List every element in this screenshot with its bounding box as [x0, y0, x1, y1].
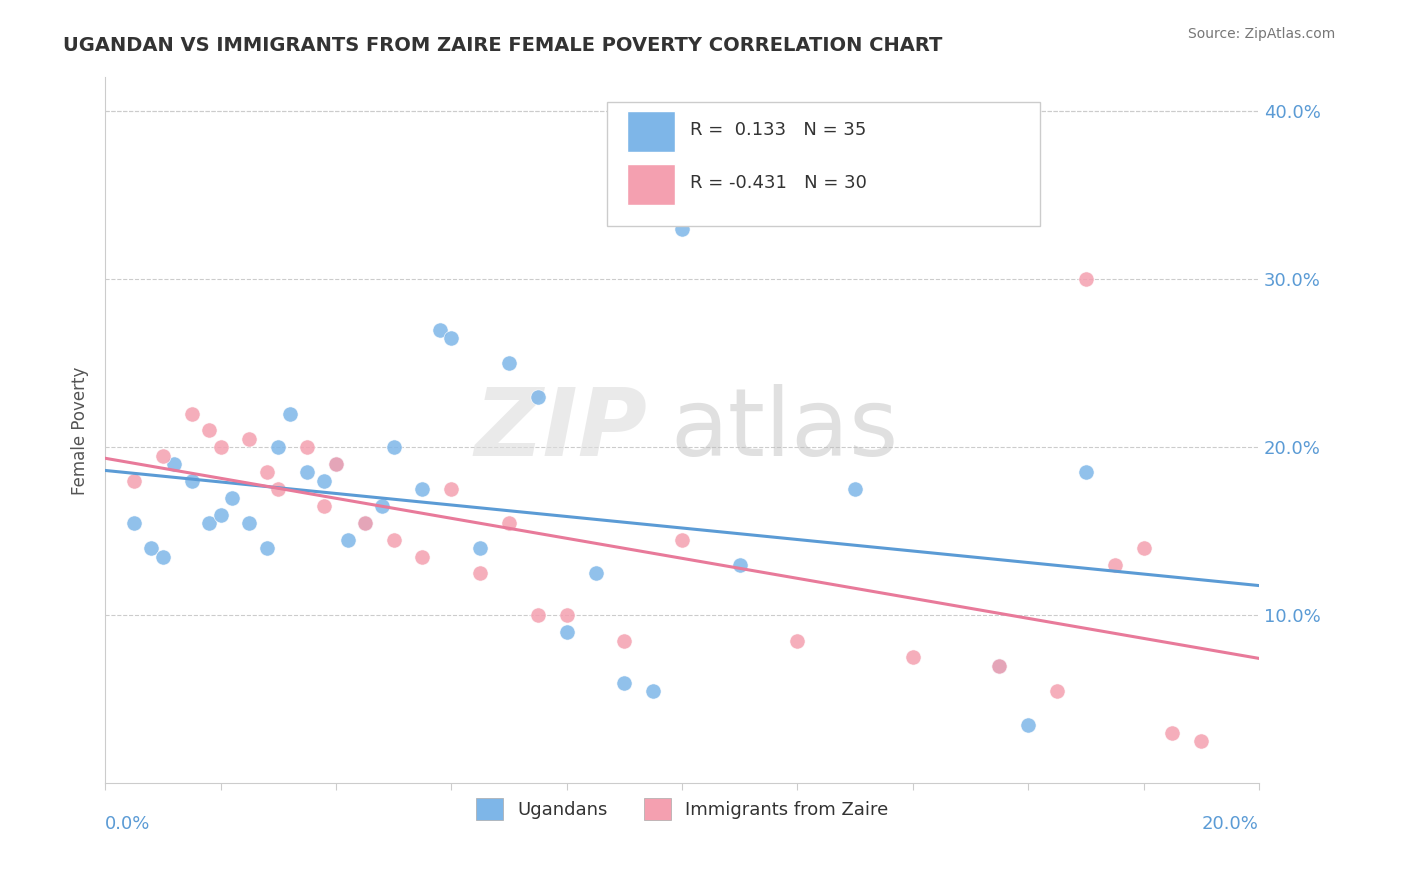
Point: [585, 566, 607, 581]
Point: [152, 449, 174, 463]
Text: R =  0.133   N = 35: R = 0.133 N = 35: [690, 121, 866, 139]
Point: [278, 407, 301, 421]
Point: [470, 541, 492, 556]
Point: [470, 566, 492, 581]
Text: UGANDAN VS IMMIGRANTS FROM ZAIRE FEMALE POVERTY CORRELATION CHART: UGANDAN VS IMMIGRANTS FROM ZAIRE FEMALE …: [63, 36, 942, 54]
Point: [498, 516, 520, 530]
Point: [786, 633, 808, 648]
Point: [988, 658, 1011, 673]
Point: [728, 558, 751, 572]
Point: [671, 221, 693, 235]
Point: [152, 549, 174, 564]
Point: [411, 483, 433, 497]
Point: [209, 508, 232, 522]
Point: [295, 466, 318, 480]
Text: 0.0%: 0.0%: [105, 815, 150, 833]
Point: [295, 440, 318, 454]
Point: [1132, 541, 1154, 556]
Point: [163, 457, 186, 471]
Legend: Ugandans, Immigrants from Zaire: Ugandans, Immigrants from Zaire: [468, 791, 896, 828]
Point: [555, 608, 578, 623]
Point: [1161, 726, 1184, 740]
Point: [613, 633, 636, 648]
Point: [314, 474, 336, 488]
Point: [122, 474, 145, 488]
Point: [1017, 717, 1039, 731]
Point: [527, 390, 550, 404]
Point: [256, 466, 278, 480]
Point: [314, 499, 336, 513]
Point: [411, 549, 433, 564]
Point: [198, 516, 221, 530]
Point: [256, 541, 278, 556]
Point: [180, 474, 202, 488]
FancyBboxPatch shape: [607, 103, 1040, 226]
Point: [440, 483, 463, 497]
Point: [267, 440, 290, 454]
FancyBboxPatch shape: [627, 163, 675, 204]
Point: [643, 684, 665, 698]
Point: [122, 516, 145, 530]
Point: [382, 440, 405, 454]
Point: [238, 516, 260, 530]
Point: [1074, 272, 1097, 286]
Point: [440, 331, 463, 345]
Point: [498, 356, 520, 370]
Point: [325, 457, 347, 471]
Point: [267, 483, 290, 497]
Point: [844, 483, 866, 497]
Point: [613, 675, 636, 690]
Point: [555, 625, 578, 640]
Point: [1046, 684, 1069, 698]
Point: [382, 533, 405, 547]
Point: [238, 432, 260, 446]
Text: atlas: atlas: [671, 384, 898, 476]
Point: [1104, 558, 1126, 572]
Point: [1189, 734, 1212, 748]
Point: [901, 650, 924, 665]
Point: [429, 323, 451, 337]
Point: [353, 516, 375, 530]
Text: Source: ZipAtlas.com: Source: ZipAtlas.com: [1188, 27, 1336, 41]
Point: [336, 533, 359, 547]
Point: [325, 457, 347, 471]
Point: [198, 424, 221, 438]
Point: [1074, 466, 1097, 480]
Text: ZIP: ZIP: [475, 384, 648, 476]
Text: 20.0%: 20.0%: [1202, 815, 1258, 833]
Point: [371, 499, 394, 513]
Point: [988, 658, 1011, 673]
Point: [141, 541, 163, 556]
Point: [353, 516, 375, 530]
Point: [209, 440, 232, 454]
Text: R = -0.431   N = 30: R = -0.431 N = 30: [690, 174, 868, 193]
Y-axis label: Female Poverty: Female Poverty: [72, 367, 89, 495]
Point: [180, 407, 202, 421]
Point: [221, 491, 243, 505]
FancyBboxPatch shape: [627, 111, 675, 152]
Point: [527, 608, 550, 623]
Point: [671, 533, 693, 547]
